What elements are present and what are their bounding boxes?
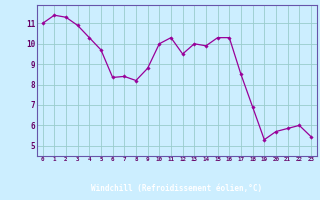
Text: Windchill (Refroidissement éolien,°C): Windchill (Refroidissement éolien,°C) [91, 184, 262, 192]
